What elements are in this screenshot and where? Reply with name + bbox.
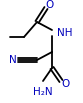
Text: NH: NH <box>57 28 72 38</box>
Text: O: O <box>45 0 53 10</box>
Text: O: O <box>61 79 69 89</box>
Text: H₂N: H₂N <box>33 87 53 97</box>
Text: N: N <box>9 55 17 65</box>
